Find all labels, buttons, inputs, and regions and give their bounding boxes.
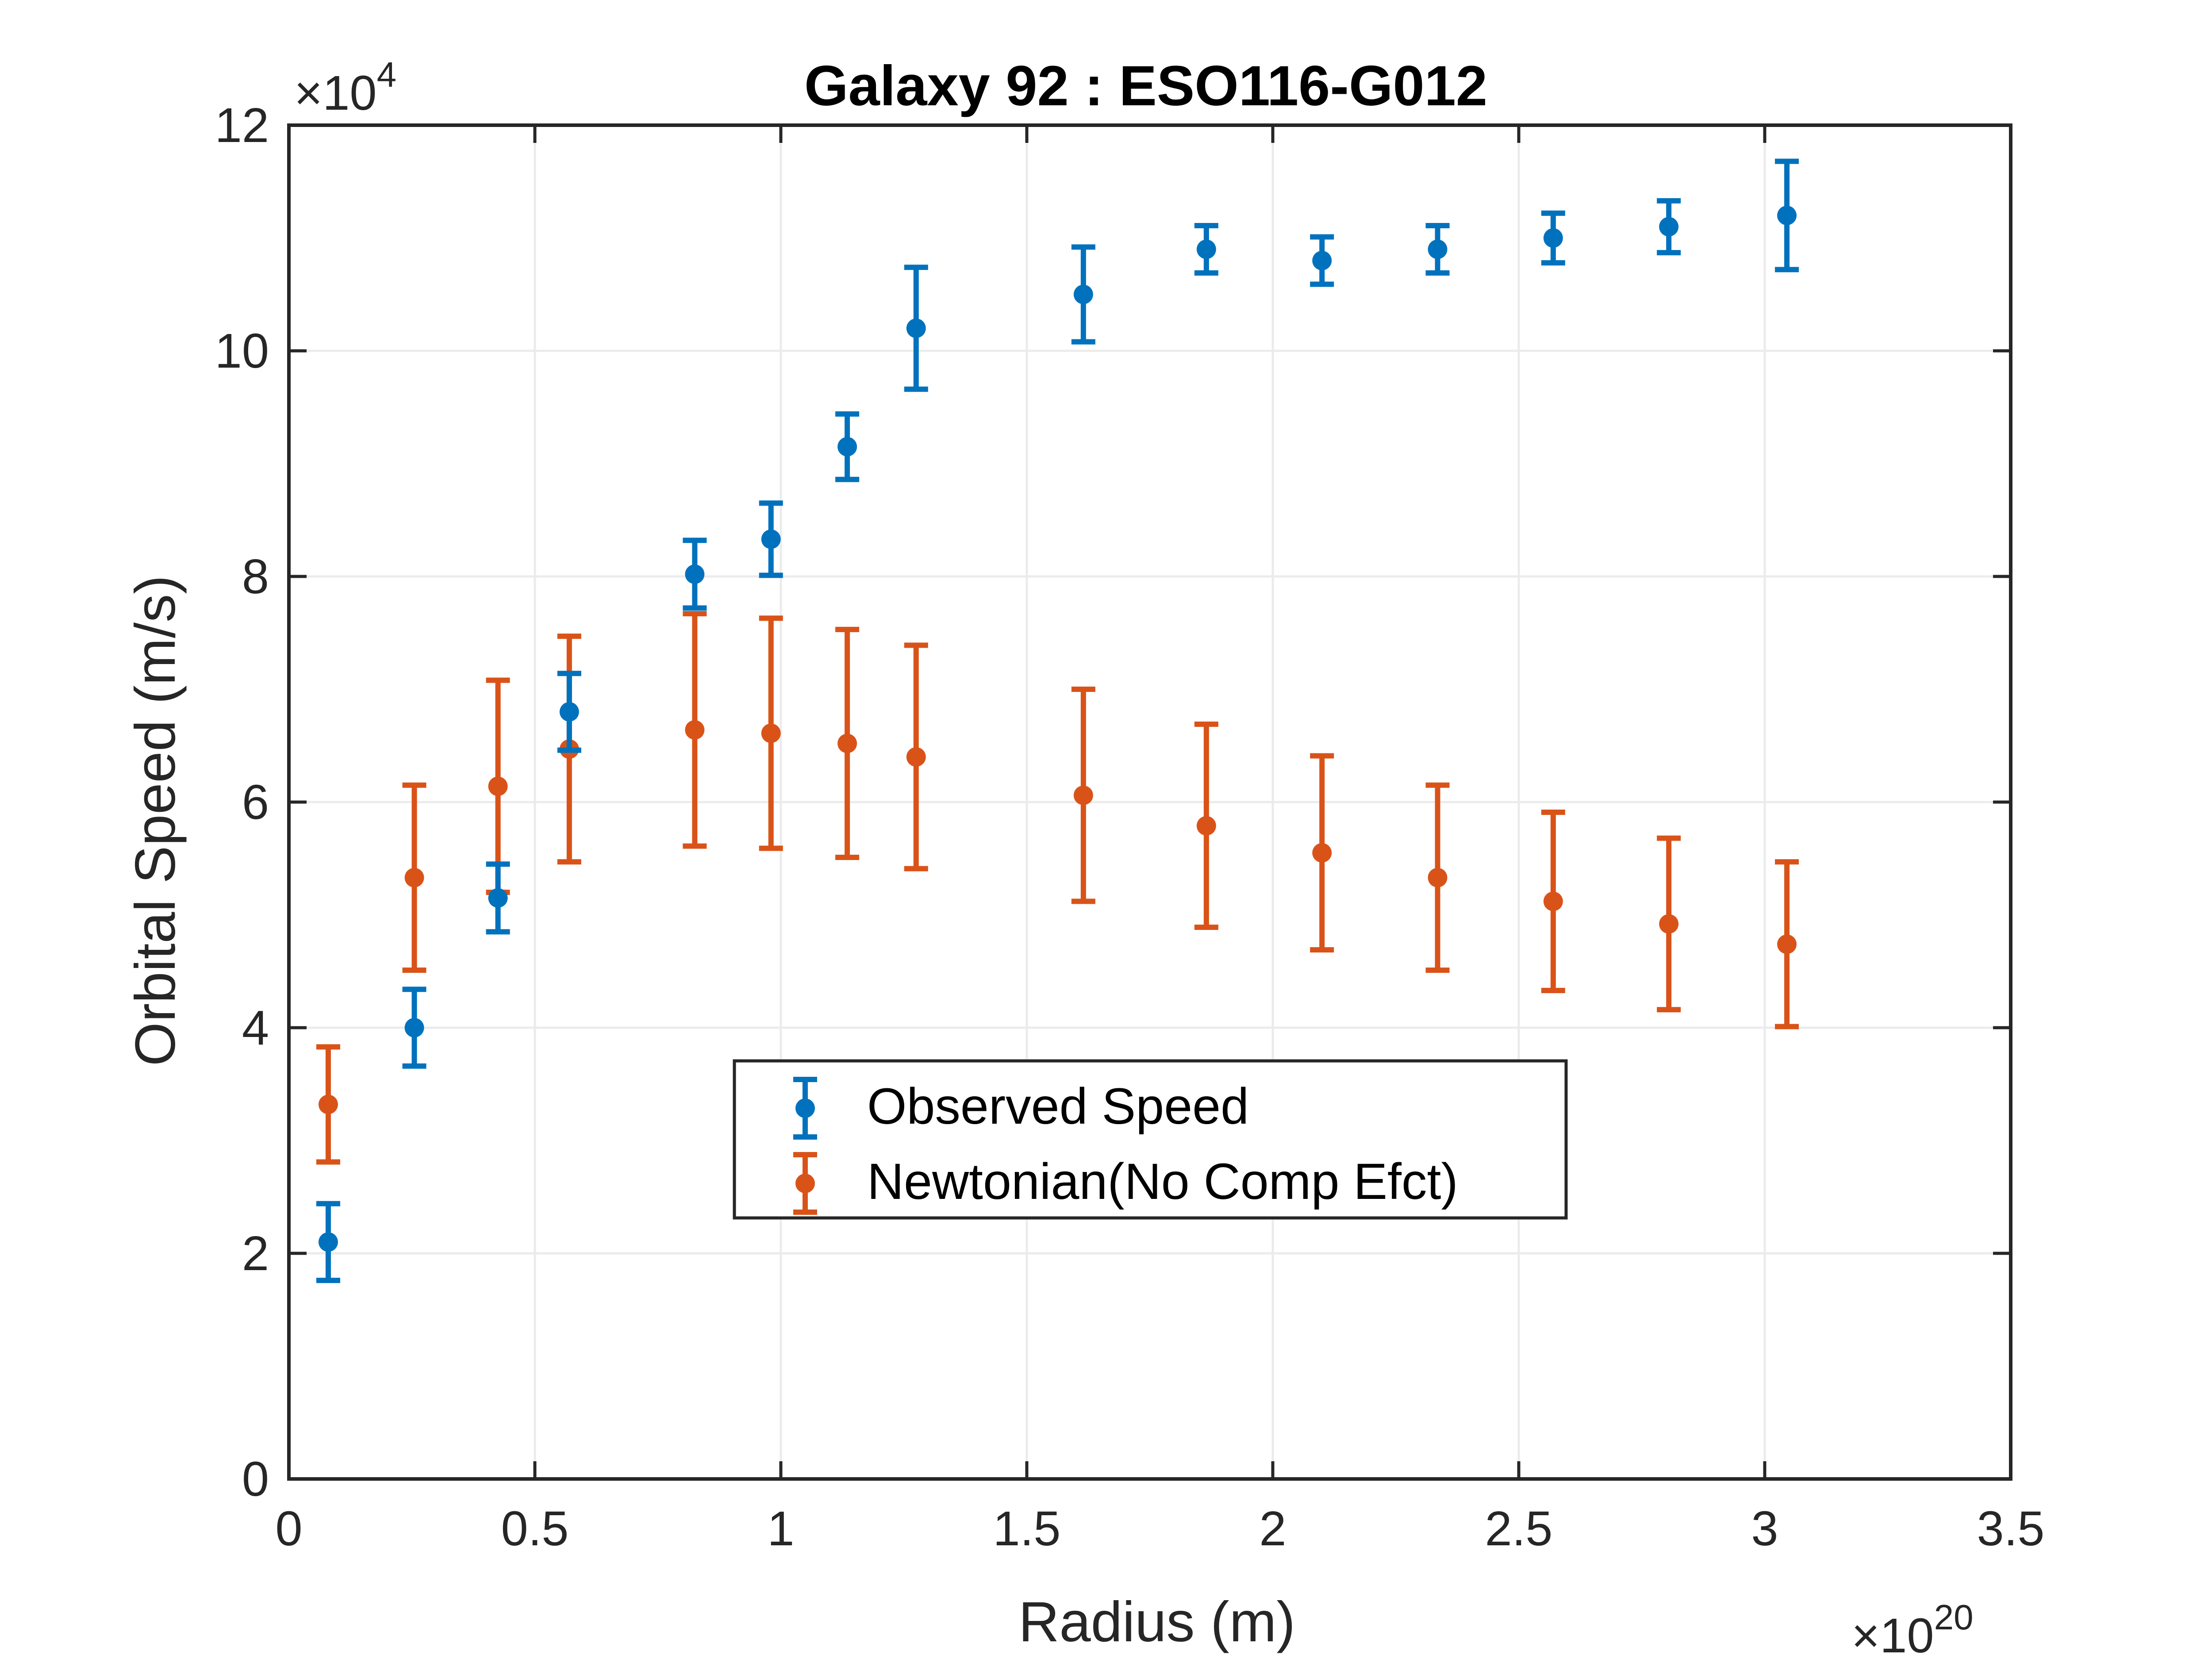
observed-point: [1428, 239, 1448, 259]
newtonian-point: [488, 776, 508, 796]
plot-area-frame: [287, 123, 2012, 1481]
observed-point: [906, 319, 926, 338]
observed-point: [837, 437, 857, 457]
y-tick-label: 12: [215, 98, 269, 153]
newtonian-point: [761, 723, 781, 743]
newtonian-point: [1196, 816, 1216, 836]
newtonian-point: [906, 747, 926, 767]
y-tick-label: 2: [242, 1226, 269, 1281]
newtonian-point: [1659, 914, 1679, 934]
x-tick-label: 3.5: [1977, 1502, 2045, 1556]
legend-label-observed: Observed Speed: [867, 1078, 1249, 1135]
legend-box: [733, 1059, 1568, 1220]
observed-point: [318, 1232, 338, 1252]
newtonian-point: [1428, 868, 1448, 887]
x-tick-label: 1: [767, 1502, 794, 1556]
y-axis-label: Orbital Speed (m/s): [124, 575, 187, 1066]
data-series: [316, 158, 1799, 1283]
chart-title: Galaxy 92 : ESO116-G012: [804, 54, 1487, 118]
newtonian-point: [1777, 934, 1797, 954]
series-newtonian: [316, 611, 1799, 1165]
legend-point: [795, 1174, 815, 1193]
observed-point: [1659, 217, 1679, 237]
observed-point: [761, 529, 781, 549]
x-tick-label: 1.5: [993, 1502, 1061, 1556]
observed-point: [685, 564, 705, 584]
x-tick-label: 2: [1259, 1502, 1286, 1556]
legend: Observed Speed Newtonian(No Comp Efct): [733, 1059, 1568, 1220]
observed-point: [404, 1018, 424, 1037]
newtonian-point: [685, 720, 705, 740]
series-observed: [316, 158, 1799, 1283]
newtonian-point: [837, 733, 857, 753]
x-tick-label: 0.5: [501, 1502, 569, 1556]
newtonian-point: [1073, 785, 1093, 805]
y-tick-label: 0: [242, 1452, 269, 1506]
x-tick-label: 0: [275, 1502, 302, 1556]
newtonian-point: [1312, 843, 1332, 863]
tick-labels: 0 0.5 1 1.5 2 2.5 3 3.5 0 2 4 6 8 10 12: [215, 98, 2045, 1556]
legend-point: [795, 1098, 815, 1118]
x-axis-label: Radius (m): [1018, 1590, 1295, 1654]
observed-point: [488, 888, 508, 908]
observed-point: [559, 702, 579, 722]
y-tick-label: 4: [242, 1001, 269, 1055]
legend-marker-observed: [793, 1077, 817, 1140]
grid: [289, 125, 2011, 1479]
x-tick-label: 2.5: [1485, 1502, 1553, 1556]
observed-point: [1073, 284, 1093, 304]
y-tick-label: 6: [242, 775, 269, 830]
newtonian-point: [1543, 891, 1563, 911]
observed-point: [1196, 239, 1216, 259]
y-tick-label: 8: [242, 549, 269, 604]
observed-point: [1312, 251, 1332, 270]
observed-point: [1777, 206, 1797, 225]
y-axis-exponent: ×104: [294, 55, 396, 120]
y-tick-label: 10: [215, 324, 269, 378]
newtonian-point: [318, 1094, 338, 1114]
newtonian-point: [404, 868, 424, 887]
observed-point: [1543, 228, 1563, 248]
x-tick-label: 3: [1751, 1502, 1778, 1556]
legend-marker-newtonian: [793, 1152, 817, 1215]
x-axis-exponent: ×1020: [1851, 1598, 1974, 1659]
legend-label-newtonian: Newtonian(No Comp Efct): [867, 1153, 1458, 1210]
